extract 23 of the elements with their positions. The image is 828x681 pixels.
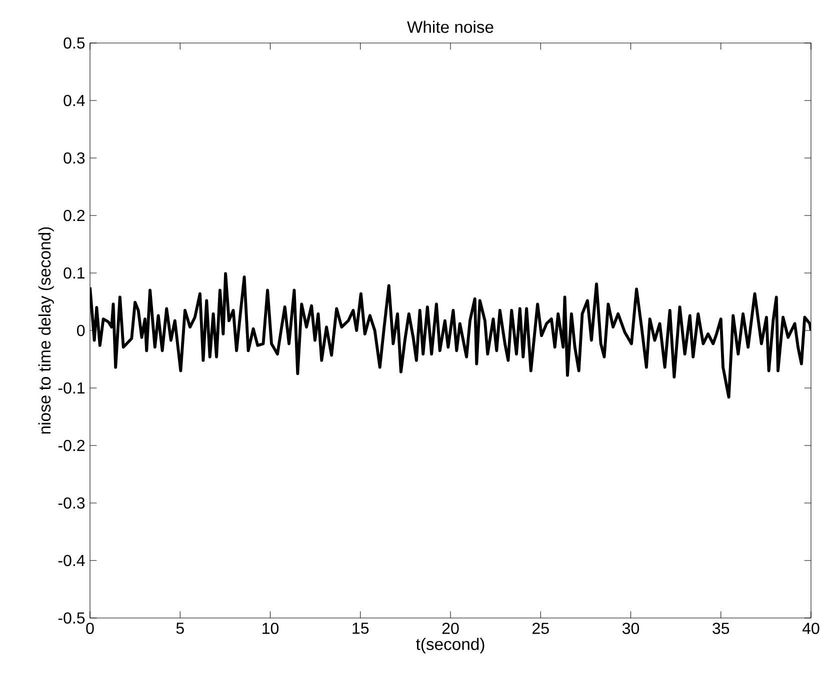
- y-tick-label: -0.3: [58, 497, 85, 509]
- y-tick-label: 0.1: [64, 267, 85, 279]
- y-tick-label: 0.3: [64, 152, 85, 164]
- x-tick-label: 0: [86, 622, 94, 634]
- y-tick-label: -0.4: [58, 554, 85, 566]
- x-tick-label: 30: [622, 622, 640, 634]
- y-tick-label: -0.5: [58, 612, 85, 624]
- y-tick-label: -0.2: [58, 440, 84, 452]
- x-tick-label: 35: [712, 622, 730, 634]
- y-tick-label: 0.4: [64, 94, 85, 106]
- x-axis-title: t(second): [416, 638, 484, 654]
- x-tick-label: 15: [352, 622, 369, 634]
- x-tick-label: 10: [262, 622, 279, 634]
- x-tick-label: 40: [802, 622, 820, 634]
- x-tick-label: 25: [532, 622, 549, 634]
- y-tick-label: 0: [77, 324, 85, 336]
- x-tick-label: 20: [442, 622, 459, 634]
- y-tick-label: 0.2: [64, 210, 84, 222]
- chart-title: White noise: [407, 20, 494, 33]
- x-tick-label: 5: [176, 622, 184, 634]
- y-tick-label: -0.1: [58, 382, 85, 394]
- y-tick-label: 0.5: [64, 37, 85, 49]
- y-axis-title: niose to time delay (second): [38, 227, 54, 434]
